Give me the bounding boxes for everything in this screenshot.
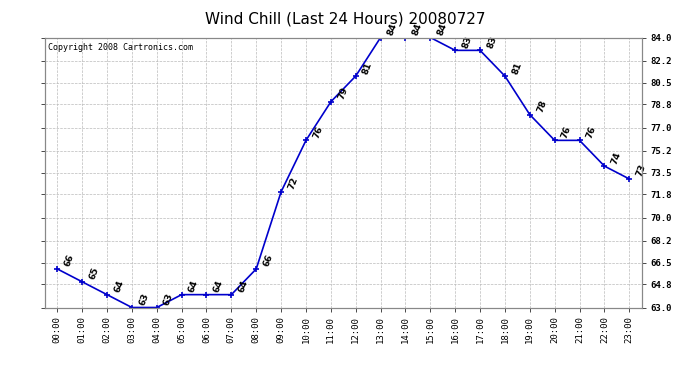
Text: 84: 84	[386, 22, 399, 37]
Text: 64: 64	[112, 279, 126, 294]
Text: 72: 72	[286, 176, 299, 191]
Text: 84: 84	[411, 22, 424, 37]
Text: 66: 66	[63, 254, 76, 268]
Text: Copyright 2008 Cartronics.com: Copyright 2008 Cartronics.com	[48, 43, 193, 52]
Text: 81: 81	[511, 60, 523, 75]
Text: 78: 78	[535, 99, 548, 114]
Text: Wind Chill (Last 24 Hours) 20080727: Wind Chill (Last 24 Hours) 20080727	[205, 11, 485, 26]
Text: 81: 81	[362, 60, 374, 75]
Text: 63: 63	[137, 292, 150, 307]
Text: 83: 83	[486, 35, 498, 50]
Text: 76: 76	[560, 124, 573, 140]
Text: 83: 83	[461, 35, 473, 50]
Text: 84: 84	[436, 22, 448, 37]
Text: 63: 63	[162, 292, 175, 307]
Text: 64: 64	[237, 279, 250, 294]
Text: 64: 64	[187, 279, 200, 294]
Text: 64: 64	[212, 279, 225, 294]
Text: 76: 76	[585, 124, 598, 140]
Text: 65: 65	[88, 266, 101, 281]
Text: 79: 79	[337, 86, 349, 101]
Text: 66: 66	[262, 254, 275, 268]
Text: 73: 73	[635, 163, 648, 178]
Text: 74: 74	[610, 150, 623, 165]
Text: 76: 76	[311, 124, 324, 140]
